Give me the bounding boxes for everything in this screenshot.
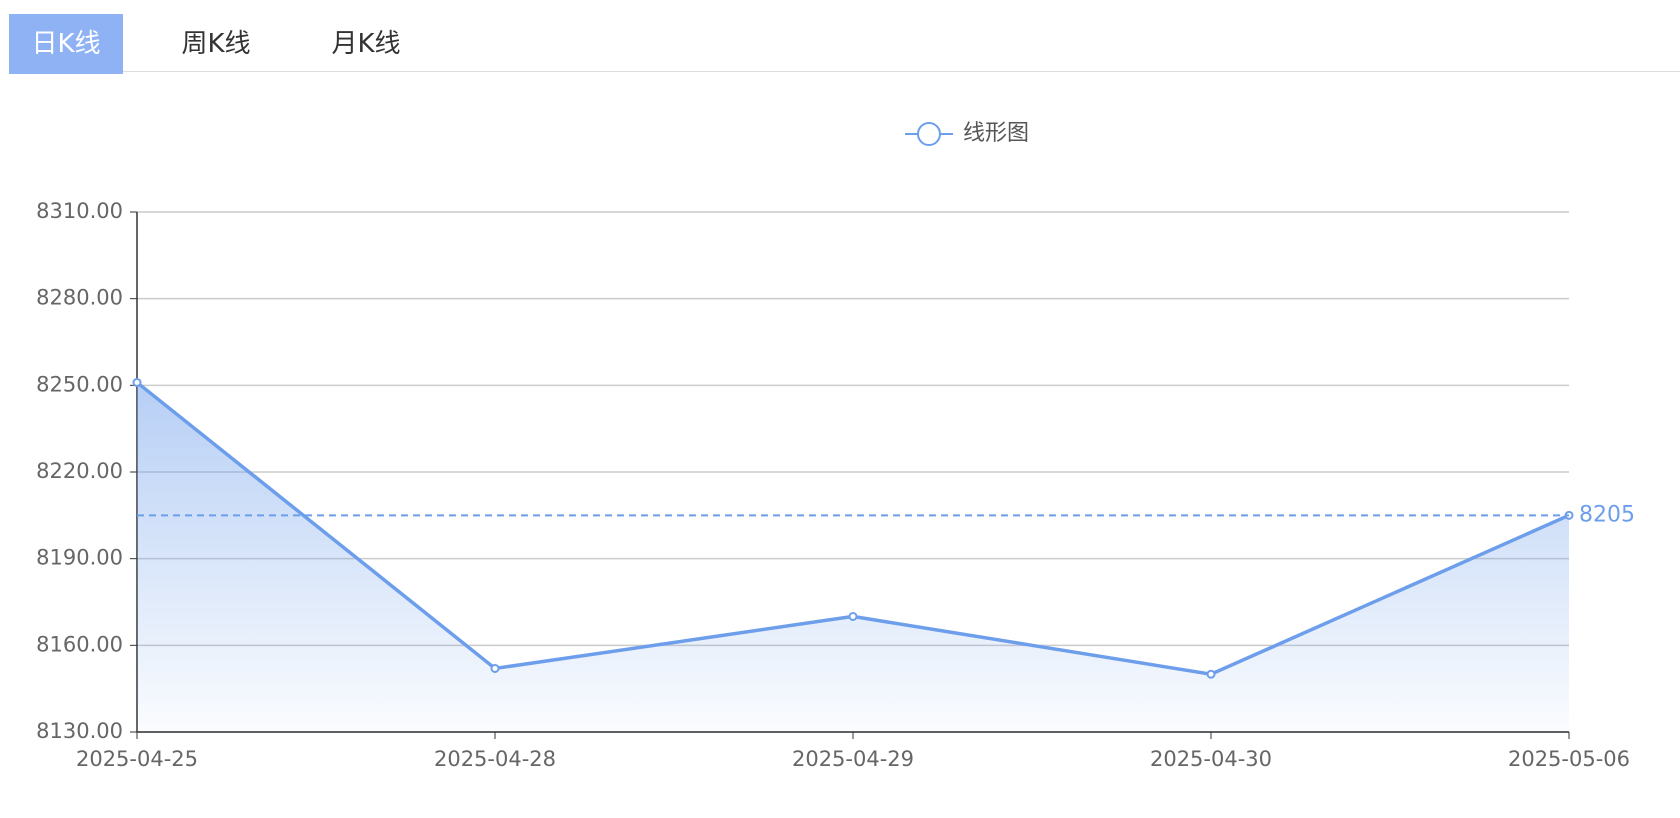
tab[interactable]: 日K线 (9, 14, 123, 74)
point (848, 611, 858, 621)
y-tick-label: 8220.00 (36, 459, 123, 483)
tab[interactable]: 月K线 (331, 29, 401, 59)
y-tick-label: 8250.00 (36, 372, 123, 396)
x-tick-label: 2025-05-06 (1508, 747, 1630, 771)
tab-bar: 日K线 周K线 月K线 (9, 14, 1680, 74)
point (490, 663, 500, 673)
y-tick-label: 8310.00 (36, 199, 123, 223)
tab[interactable]: 周K线 (181, 29, 251, 59)
legend-marker (917, 122, 941, 146)
mark-line-label: 8205 (1579, 502, 1635, 527)
y-tick-label: 8160.00 (36, 632, 123, 656)
y-tick-label: 8280.00 (36, 286, 123, 310)
point (1206, 669, 1216, 679)
x-tick-label: 2025-04-29 (792, 747, 914, 771)
y-tick-label: 8130.00 (36, 719, 123, 743)
x-tick-label: 2025-04-28 (434, 747, 556, 771)
legend-label: 线形图 (963, 121, 1029, 146)
area (137, 382, 1569, 732)
x-tick-label: 2025-04-25 (76, 747, 198, 771)
point (132, 377, 142, 387)
y-tick-label: 8190.00 (36, 546, 123, 570)
x-tick-label: 2025-04-30 (1150, 747, 1272, 771)
